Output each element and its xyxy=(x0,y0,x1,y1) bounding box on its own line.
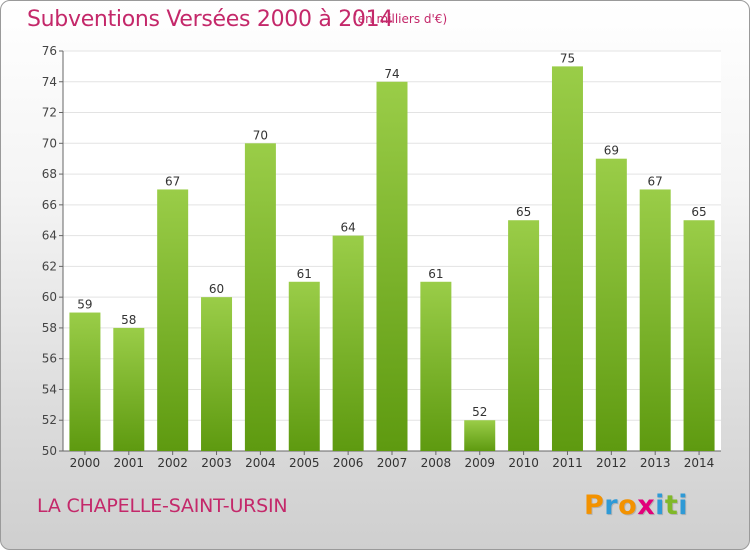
bar-value-label: 75 xyxy=(560,51,575,65)
y-tick-label: 74 xyxy=(42,75,57,89)
y-tick-label: 60 xyxy=(42,290,57,304)
y-tick-label: 66 xyxy=(42,198,57,212)
bar xyxy=(69,312,101,451)
bar-value-label: 60 xyxy=(209,282,224,296)
bar-value-label: 65 xyxy=(516,205,531,219)
bar-value-label: 67 xyxy=(165,174,180,188)
x-tick-label: 2010 xyxy=(508,456,539,470)
x-tick-label: 2005 xyxy=(289,456,320,470)
y-tick-label: 70 xyxy=(42,136,57,150)
logo-letter: o xyxy=(618,490,638,521)
bar-value-label: 74 xyxy=(384,67,399,81)
x-tick-label: 2007 xyxy=(377,456,408,470)
bar-value-label: 64 xyxy=(340,221,355,235)
y-tick-label: 68 xyxy=(42,167,57,181)
bar xyxy=(551,66,583,451)
chart-title: Subventions Versées 2000 à 2014 xyxy=(27,7,394,32)
bar-value-label: 61 xyxy=(428,267,443,281)
x-tick-label: 2002 xyxy=(157,456,188,470)
x-tick-label: 2001 xyxy=(114,456,145,470)
bar xyxy=(288,281,320,451)
logo-letter: i xyxy=(678,490,689,521)
x-tick-label: 2004 xyxy=(245,456,276,470)
bar xyxy=(508,220,540,451)
logo-letter: i xyxy=(655,490,665,521)
bar xyxy=(595,158,627,451)
bar xyxy=(244,143,276,452)
bar xyxy=(639,189,671,451)
bar-value-label: 67 xyxy=(648,174,663,188)
x-tick-label: 2003 xyxy=(201,456,232,470)
y-tick-label: 62 xyxy=(42,259,57,273)
bar-value-label: 70 xyxy=(253,128,268,142)
bar-value-label: 65 xyxy=(691,205,706,219)
bar xyxy=(157,189,189,451)
bar xyxy=(464,420,496,451)
bar-value-label: 69 xyxy=(604,144,619,158)
y-tick-label: 54 xyxy=(42,382,57,396)
bar xyxy=(113,327,145,451)
bar-value-label: 58 xyxy=(121,313,136,327)
x-tick-label: 2013 xyxy=(640,456,671,470)
x-tick-label: 2011 xyxy=(552,456,583,470)
x-tick-label: 2014 xyxy=(684,456,715,470)
x-tick-label: 2009 xyxy=(464,456,495,470)
proxiti-logo: Proxiti xyxy=(584,490,688,521)
bar-value-label: 61 xyxy=(297,267,312,281)
y-tick-label: 50 xyxy=(42,444,57,458)
x-tick-label: 2000 xyxy=(70,456,101,470)
bar xyxy=(420,281,452,451)
logo-letter: P xyxy=(584,490,605,521)
y-tick-label: 58 xyxy=(42,321,57,335)
y-tick-label: 64 xyxy=(42,229,57,243)
bar xyxy=(332,235,364,451)
y-tick-label: 72 xyxy=(42,106,57,120)
x-tick-label: 2012 xyxy=(596,456,627,470)
x-tick-label: 2006 xyxy=(333,456,364,470)
bar xyxy=(683,220,715,451)
y-tick-label: 76 xyxy=(42,44,57,58)
chart-subtitle: (en milliers d'€) xyxy=(353,12,448,26)
bar-value-label: 52 xyxy=(472,405,487,419)
y-tick-label: 56 xyxy=(42,352,57,366)
y-tick-label: 52 xyxy=(42,413,57,427)
bar-value-label: 59 xyxy=(77,298,92,312)
logo-letter: x xyxy=(637,490,656,521)
x-tick-label: 2008 xyxy=(421,456,452,470)
commune-name: LA CHAPELLE-SAINT-URSIN xyxy=(37,495,288,517)
logo-letter: t xyxy=(664,490,679,521)
logo-letter: r xyxy=(604,490,619,521)
bar xyxy=(201,297,233,451)
bar xyxy=(376,81,408,452)
